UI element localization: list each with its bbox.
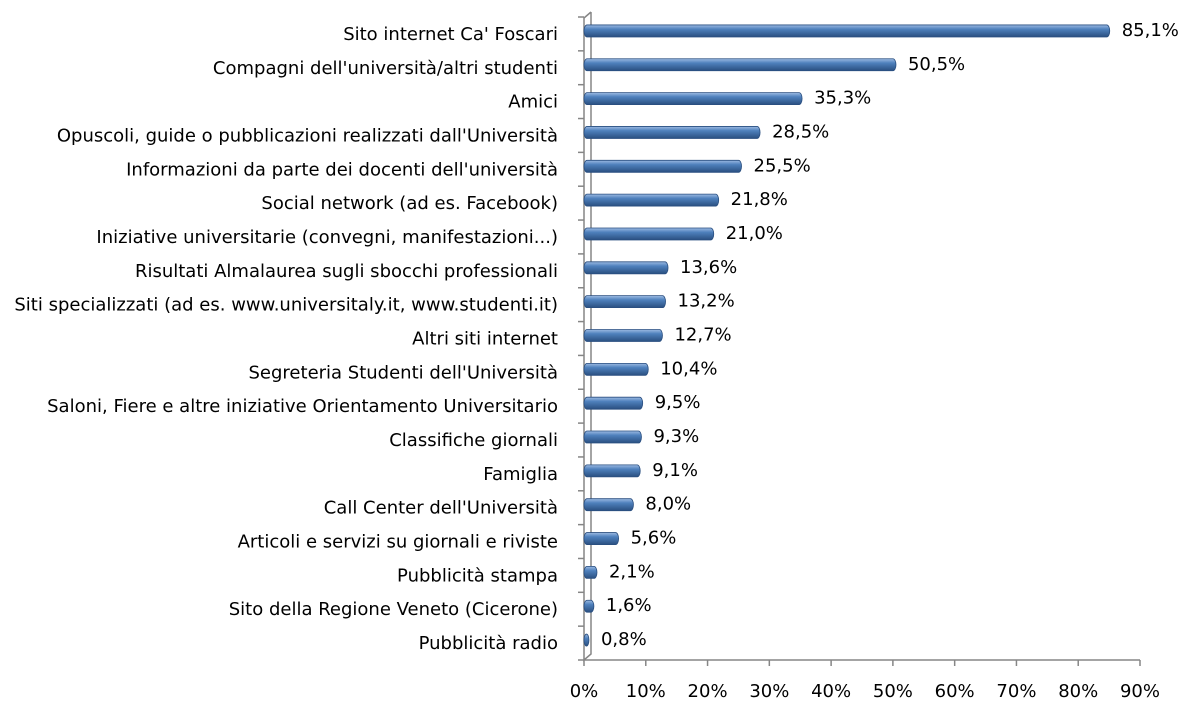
bar [583,261,669,275]
value-label: 9,5% [655,392,701,413]
value-label: 0,8% [601,629,647,650]
bar [583,464,641,478]
bar [583,58,897,72]
x-tick-label: 70% [996,681,1036,702]
x-tick-label: 0% [570,681,599,702]
y-tick-label: Sito internet Ca' Foscari [343,24,558,45]
bar [583,295,666,309]
bar [583,532,619,545]
y-tick-label: Opuscoli, guide o pubblicazioni realizza… [57,125,558,146]
x-tick-label: 40% [811,681,851,702]
value-label: 21,0% [726,223,783,244]
bar [583,193,720,207]
bar [583,599,595,613]
y-tick-label: Call Center dell'Università [324,498,558,519]
x-tick-label: 30% [749,681,789,702]
bar [583,565,598,579]
value-label: 13,2% [678,291,735,312]
x-tick-label: 10% [626,681,666,702]
value-label: 9,1% [652,460,698,481]
bar [583,92,803,106]
value-label: 28,5% [772,121,829,142]
y-tick-label: Altri siti internet [412,329,558,350]
value-label: 2,1% [609,561,655,582]
value-label: 1,6% [606,595,652,616]
x-tick-label: 80% [1058,681,1098,702]
y-tick-label: Classifiche giornali [389,430,558,451]
bar [583,227,715,241]
bar [583,396,644,410]
y-tick-label: Articoli e servizi su giornali e riviste [238,532,558,553]
bar [583,430,642,444]
bar [583,126,761,139]
value-label: 13,6% [680,257,737,278]
y-tick-label: Pubblicità stampa [397,565,558,586]
value-label: 35,3% [814,88,871,109]
bar [583,24,1111,38]
y-tick-label: Iniziative universitarie (convegni, mani… [96,227,558,248]
y-tick-label: Famiglia [483,464,558,485]
value-label: 50,5% [908,54,965,75]
bar [583,362,649,376]
y-tick-label: Social network (ad es. Facebook) [261,193,558,214]
value-label: 21,8% [731,189,788,210]
bar [583,329,663,342]
y-tick-label: Siti specializzati (ad es. www.universit… [14,295,558,316]
value-label: 25,5% [754,155,811,176]
y-tick-label: Pubblicità radio [419,633,558,654]
x-tick-label: 20% [688,681,728,702]
bar [583,498,634,512]
y-tick-label: Compagni dell'università/altri studenti [213,58,558,79]
y-tick-label: Risultati Almalaurea sugli sbocchi profe… [135,261,558,282]
value-label: 12,7% [674,325,731,346]
bar [583,633,590,647]
bar [583,159,742,173]
value-label: 9,3% [653,426,699,447]
value-label: 10,4% [660,358,717,379]
value-label: 5,6% [631,528,677,549]
x-tick-label: 60% [935,681,975,702]
x-tick-label: 50% [873,681,913,702]
y-tick-label: Saloni, Fiere e altre iniziative Orienta… [47,396,558,417]
x-tick-label: 90% [1120,681,1160,702]
y-tick-label: Sito della Regione Veneto (Cicerone) [229,599,558,620]
value-label: 85,1% [1122,20,1179,41]
value-label: 8,0% [645,494,691,515]
y-tick-label: Segreteria Studenti dell'Università [249,362,559,383]
y-tick-label: Amici [508,92,558,113]
y-tick-label: Informazioni da parte dei docenti dell'u… [126,159,558,180]
